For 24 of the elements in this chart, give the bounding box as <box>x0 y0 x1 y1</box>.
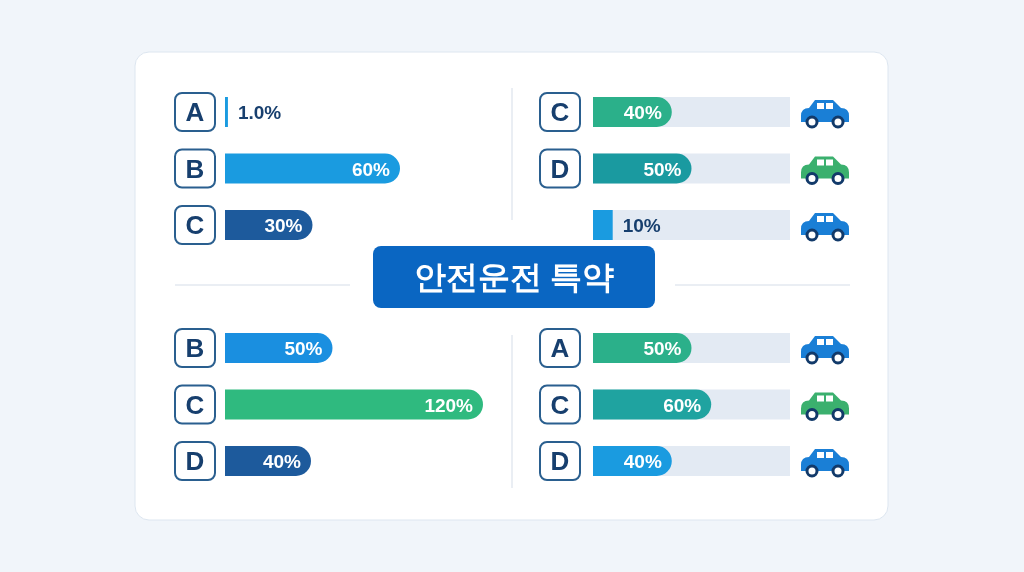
y-tick-label: D <box>550 153 570 184</box>
text: 안전운전 특약 <box>413 259 615 295</box>
y-tick-label: B <box>185 153 205 184</box>
y-tick-label: A <box>550 333 570 363</box>
data-label: 60% <box>663 394 702 416</box>
y-tick-label: A <box>185 97 205 127</box>
data-label: 30% <box>264 215 303 236</box>
data-label: 50% <box>643 338 682 359</box>
y-tick-label: B <box>185 333 205 363</box>
data-label: 40% <box>623 102 662 123</box>
y-tick-label: C <box>550 389 570 420</box>
data-label: 10% <box>622 215 661 236</box>
data-label: 60% <box>351 158 391 180</box>
data-label: 1.0% <box>237 102 282 123</box>
y-tick-label: C <box>185 210 205 240</box>
y-tick-label: D <box>185 446 205 476</box>
y-tick-label: C <box>550 97 570 127</box>
data-label: 50% <box>284 338 323 359</box>
data-label: 40% <box>623 451 662 472</box>
y-tick-label: D <box>550 446 570 476</box>
data-label: 50% <box>643 158 682 180</box>
y-tick-label: C <box>185 389 205 420</box>
data-label: 40% <box>262 451 302 472</box>
data-label: 120% <box>424 394 474 416</box>
